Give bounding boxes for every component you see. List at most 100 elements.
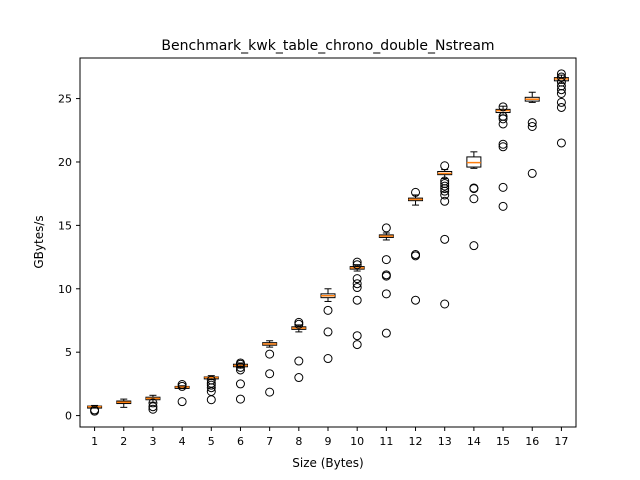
x-tick-label: 2 [120,435,127,448]
flier-point [294,356,304,366]
box-group [408,187,424,305]
flier-point [352,283,362,293]
flier-point [235,365,245,375]
flier-point [440,181,450,191]
flier-point [235,358,245,368]
chart-title: Benchmark_kwk_table_chrono_double_Nstrea… [161,38,494,54]
flier-point [469,183,479,193]
x-tick-label: 6 [237,435,244,448]
flier-point [440,179,450,189]
y-tick-label: 10 [58,283,72,296]
box-group [232,358,248,404]
flier-point [294,373,304,383]
flier-point [381,255,391,265]
flier-point [411,250,421,260]
x-tick-label: 1 [91,435,98,448]
flier-point [498,201,508,211]
flier-point [527,168,537,178]
x-tick-label: 3 [149,435,156,448]
flier-point [527,121,537,131]
x-tick-label: 12 [409,435,423,448]
box-group [349,257,365,350]
flier-point [469,194,479,204]
flier-point [498,111,508,121]
flier-point [556,97,566,107]
box-group [87,404,103,416]
flier-point [556,138,566,148]
flier-point [323,305,333,315]
x-tick-label: 5 [208,435,215,448]
flier-point [556,69,566,79]
y-tick-label: 0 [65,410,72,423]
x-tick-label: 8 [295,435,302,448]
flier-point [265,349,275,359]
flier-point [411,187,421,197]
flier-point [440,190,450,200]
flier-point [527,118,537,128]
flier-point [177,397,187,407]
flier-point [206,375,216,385]
box-group [466,151,482,251]
x-tick-label: 9 [325,435,332,448]
y-tick-label: 5 [65,346,72,359]
box-group [145,394,161,414]
box-group [262,340,278,397]
flier-point [498,102,508,112]
box-group [320,288,336,364]
flier-point [498,114,508,124]
x-tick-label: 16 [525,435,539,448]
flier-point [352,257,362,267]
flier-point [498,142,508,152]
flier-point [381,328,391,338]
box-group [495,102,511,211]
flier-point [265,369,275,379]
flier-point [352,295,362,305]
flier-point [323,354,333,364]
flier-point [90,405,100,415]
y-tick-label: 15 [58,219,72,232]
flier-point [381,270,391,280]
flier-point [352,279,362,289]
y-tick-label: 20 [58,156,72,169]
flier-point [556,81,566,91]
flier-point [148,398,158,408]
flier-point [440,299,450,309]
flier-point [381,223,391,233]
flier-point [265,387,275,397]
flier-point [352,274,362,284]
flier-point [352,340,362,350]
flier-point [177,380,187,390]
flier-point [440,161,450,171]
box-group [524,91,540,178]
x-tick-label: 14 [467,435,481,448]
flier-point [440,196,450,206]
flier-point [381,289,391,299]
flier-point [235,362,245,372]
flier-point [352,260,362,270]
box-group [291,317,307,383]
box-group [437,161,453,309]
x-tick-label: 17 [554,435,568,448]
x-tick-label: 13 [438,435,452,448]
flier-point [235,379,245,389]
box-group [174,380,190,407]
flier-point [440,234,450,244]
flier-point [294,317,304,327]
x-axis-label: Size (Bytes) [292,456,363,470]
y-tick-label: 25 [58,93,72,106]
flier-point [148,404,158,414]
box-series [87,69,569,416]
flier-point [235,394,245,404]
flier-point [323,327,333,337]
flier-point [469,241,479,251]
box-group [116,398,132,408]
y-axis-label: GBytes/s [32,215,46,268]
box-group [203,375,219,405]
x-tick-label: 4 [179,435,186,448]
flier-point [411,295,421,305]
x-tick-label: 11 [379,435,393,448]
flier-point [352,331,362,341]
box-group [378,223,394,338]
